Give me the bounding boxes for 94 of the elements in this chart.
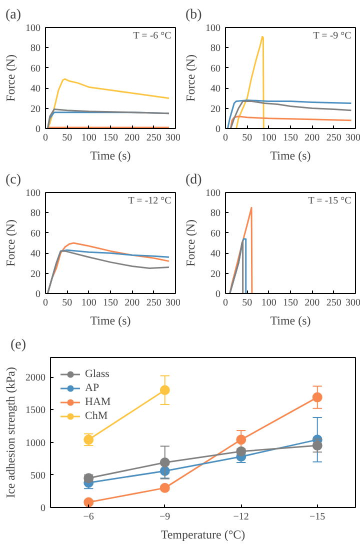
legend-label: HAM <box>85 395 111 409</box>
x-tick-label: 0 <box>223 298 228 308</box>
x-tick-label: 300 <box>346 298 360 308</box>
y-tick-label: 40 <box>210 84 220 95</box>
x-tick-label: −9 <box>160 512 170 522</box>
x-tick-label: 100 <box>261 132 276 144</box>
y-tick-label: 1500 <box>26 405 46 416</box>
x-tick-label: −6 <box>83 512 94 522</box>
x-tick-label: 100 <box>81 132 96 144</box>
y-tick-label: 0 <box>40 503 46 514</box>
x-tick-label: −12 <box>233 512 249 522</box>
chart-title: (a) <box>6 8 22 22</box>
x-tick-label: 250 <box>326 132 342 144</box>
x-tick-label: 200 <box>304 132 320 144</box>
x-tick-label: 150 <box>103 132 118 144</box>
x-tick-label: 100 <box>81 298 96 308</box>
line-series <box>229 240 244 294</box>
y-tick-label: 500 <box>30 470 46 482</box>
x-tick-label: 250 <box>326 298 342 308</box>
y-tick-label: 20 <box>30 268 40 280</box>
x-tick-label: 250 <box>146 298 162 308</box>
x-axis-title: Temperature (°C) <box>160 528 246 542</box>
y-tick-label: 20 <box>210 268 220 280</box>
y-axis-title: Force (N) <box>184 54 198 102</box>
legend-label: AP <box>85 381 100 395</box>
x-axis-title: Time (s) <box>90 314 131 328</box>
y-tick-label: 60 <box>210 63 220 74</box>
y-tick-label: 2000 <box>26 372 46 384</box>
point <box>84 497 94 508</box>
x-tick-label: 0 <box>223 132 228 144</box>
chart-title: (c) <box>6 172 22 188</box>
y-tick-label: 0 <box>216 124 220 135</box>
y-tick-label: 20 <box>30 104 40 115</box>
x-tick-label: 300 <box>166 132 180 144</box>
annotation: T = -9 °C <box>313 30 352 42</box>
y-tick-label: 100 <box>206 23 220 34</box>
x-axis-title: Time (s) <box>270 148 311 162</box>
chart-title: (b) <box>186 8 202 22</box>
y-tick-label: 0 <box>36 289 40 300</box>
x-tick-label: 300 <box>166 298 180 308</box>
x-tick-label: 250 <box>146 132 162 144</box>
x-tick-label: 50 <box>62 132 72 144</box>
y-tick-label: 100 <box>26 23 40 34</box>
y-tick-label: 40 <box>210 248 220 260</box>
y-tick-label: 100 <box>206 188 220 199</box>
y-tick-label: 80 <box>30 43 40 54</box>
y-axis-title: Force (N) <box>4 220 18 266</box>
x-tick-label: 200 <box>124 298 140 308</box>
y-tick-label: 0 <box>216 289 220 300</box>
x-tick-label: 150 <box>103 298 118 308</box>
point <box>312 392 322 402</box>
x-tick-label: 200 <box>124 132 140 144</box>
x-tick-label: 50 <box>242 132 252 144</box>
line-series <box>46 78 170 128</box>
chart-title: (d) <box>186 172 202 188</box>
y-tick-label: 60 <box>30 228 40 240</box>
y-axis-title: Force (N) <box>4 54 18 102</box>
chart-title: (e) <box>10 338 26 352</box>
y-tick-label: 80 <box>210 43 220 54</box>
y-axis-title: Ice adhesion strength (kPa) <box>4 367 18 498</box>
annotation: T = -6 °C <box>133 30 172 42</box>
line-series <box>229 206 253 294</box>
legend-label: Glass <box>85 367 110 381</box>
point <box>236 434 246 445</box>
annotation: T = -15 °C <box>308 196 352 206</box>
x-tick-label: 100 <box>261 298 276 308</box>
y-tick-label: 60 <box>30 63 40 74</box>
x-tick-label: 150 <box>283 298 298 308</box>
y-tick-label: 20 <box>210 104 220 115</box>
x-tick-label: 150 <box>283 132 298 144</box>
point <box>160 385 170 396</box>
point <box>236 446 246 456</box>
point <box>160 458 170 468</box>
y-tick-label: 60 <box>210 228 220 240</box>
point <box>160 482 170 493</box>
y-tick-label: 40 <box>30 84 40 95</box>
x-tick-label: 300 <box>346 132 360 144</box>
y-axis-title: Force (N) <box>184 220 198 266</box>
x-tick-label: 200 <box>304 298 320 308</box>
y-tick-label: 100 <box>26 188 40 199</box>
x-tick-label: 50 <box>242 298 252 308</box>
line-series <box>230 116 352 128</box>
y-tick-label: 1000 <box>26 438 46 449</box>
annotation: T = -12 °C <box>128 196 172 206</box>
x-axis-title: Time (s) <box>270 314 311 328</box>
y-tick-label: 80 <box>30 208 40 220</box>
y-tick-label: 40 <box>30 248 40 260</box>
x-axis-title: Time (s) <box>90 148 131 162</box>
y-tick-label: 0 <box>36 124 40 135</box>
line-series <box>236 36 264 128</box>
y-tick-label: 80 <box>210 208 220 220</box>
legend-label: ChM <box>85 409 108 423</box>
x-tick-label: 50 <box>62 298 72 308</box>
x-tick-label: −15 <box>310 512 326 522</box>
